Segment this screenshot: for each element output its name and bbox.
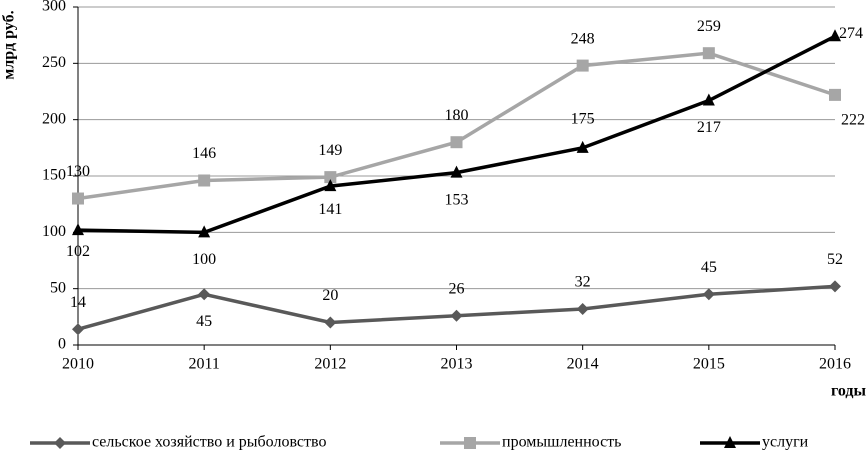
data-point — [450, 165, 463, 178]
data-point — [829, 29, 841, 42]
legend-marker — [464, 437, 476, 449]
data-label: 52 — [827, 251, 843, 268]
x-tick-label: 2011 — [188, 356, 219, 373]
data-label: 45 — [196, 313, 212, 330]
data-label: 180 — [445, 107, 469, 124]
data-label: 149 — [318, 142, 342, 159]
data-label: 14 — [70, 294, 86, 311]
y-tick-label: 150 — [42, 167, 66, 184]
data-label: 20 — [322, 287, 338, 304]
data-point — [829, 280, 841, 293]
data-label: 32 — [575, 274, 591, 291]
y-tick-label: 250 — [42, 54, 66, 71]
data-label: 146 — [192, 145, 216, 162]
data-label: 248 — [571, 30, 595, 47]
legend-label: услуги — [762, 434, 809, 451]
data-label: 222 — [841, 112, 865, 129]
data-point — [702, 47, 715, 60]
data-point — [576, 59, 589, 72]
x-tick-label: 2012 — [314, 356, 346, 373]
data-point — [576, 302, 589, 315]
data-label: 259 — [697, 18, 721, 35]
x-tick-label: 2016 — [819, 356, 851, 373]
data-point — [450, 309, 463, 322]
data-label: 217 — [697, 119, 721, 136]
legend-label: сельское хозяйство и рыболовство — [92, 434, 326, 451]
data-point — [576, 140, 589, 153]
legend-marker — [54, 437, 66, 449]
data-point — [324, 179, 337, 192]
data-label: 26 — [449, 280, 465, 297]
data-point — [198, 225, 211, 238]
y-tick-label: 0 — [58, 336, 66, 353]
y-tick-label: 100 — [42, 223, 66, 240]
data-point — [72, 192, 84, 205]
legend-marker — [724, 436, 736, 448]
data-point — [198, 288, 211, 301]
data-point — [324, 171, 337, 184]
x-axis-label: годы — [831, 383, 867, 400]
data-label: 45 — [701, 259, 717, 276]
data-label: 100 — [192, 251, 216, 268]
x-tick-label: 2010 — [62, 356, 94, 373]
data-point — [702, 288, 715, 301]
x-tick-label: 2015 — [693, 356, 725, 373]
data-point — [72, 323, 84, 336]
y-tick-label: 300 — [42, 0, 66, 15]
data-point — [198, 174, 211, 187]
y-axis-label: млрд руб. — [1, 10, 18, 79]
data-label: 175 — [571, 111, 595, 128]
data-point — [829, 88, 841, 101]
data-label: 153 — [445, 191, 469, 208]
y-tick-label: 50 — [50, 279, 66, 296]
x-tick-label: 2013 — [441, 356, 473, 373]
data-label: 141 — [318, 201, 342, 218]
data-point — [702, 93, 715, 106]
x-tick-label: 2014 — [567, 356, 599, 373]
data-label: 274 — [839, 25, 863, 42]
data-point — [72, 223, 84, 236]
data-point — [450, 136, 463, 149]
y-tick-label: 200 — [42, 110, 66, 127]
legend-label: промышленность — [502, 434, 621, 451]
data-point — [324, 316, 337, 329]
data-label: 102 — [66, 243, 90, 260]
data-label: 130 — [66, 163, 90, 180]
